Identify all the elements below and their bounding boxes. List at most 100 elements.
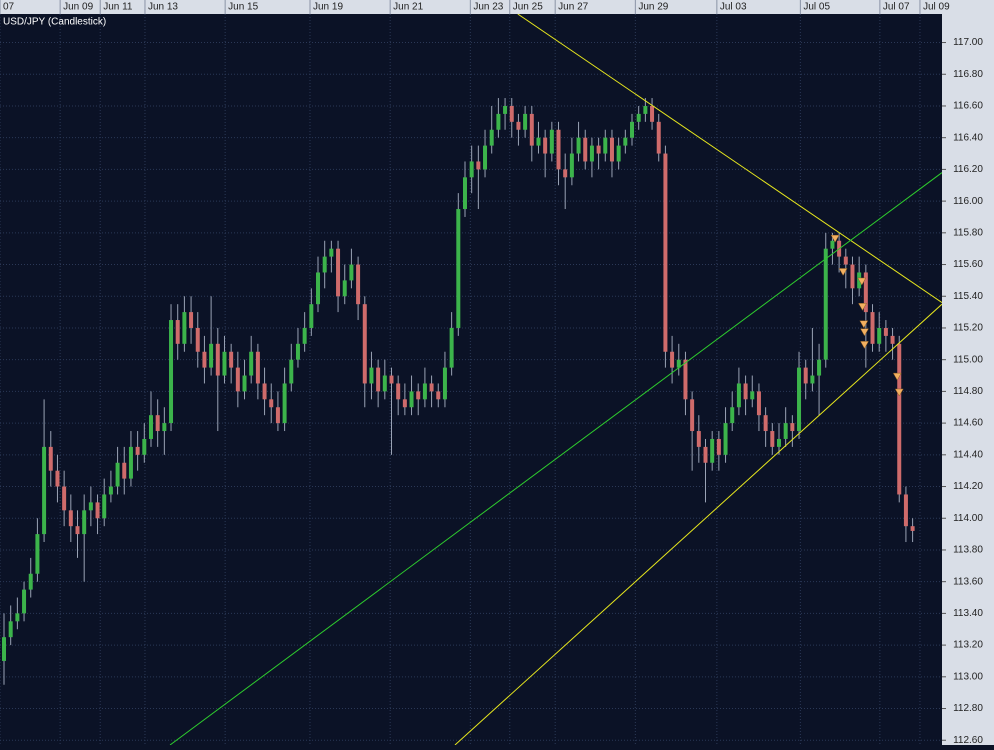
candle-body (783, 423, 788, 439)
candle-body (255, 351, 260, 384)
time-axis-bar (0, 0, 994, 14)
candle-body (409, 391, 414, 408)
candle-body (549, 129, 554, 154)
x-tick-label: Jun 15 (228, 2, 258, 13)
candle-body (730, 407, 735, 424)
y-tick-label: 113.40 (953, 608, 983, 619)
candle-body (342, 280, 347, 297)
candle-body (62, 486, 67, 511)
candle-body (289, 359, 294, 384)
x-tick-label: 07 (3, 2, 15, 13)
sell-signal (838, 268, 848, 276)
candle-body (322, 256, 327, 273)
y-tick-label: 114.00 (953, 513, 983, 524)
candle-body (723, 423, 728, 455)
y-tick-label: 116.20 (953, 164, 983, 175)
candle-body (536, 137, 541, 146)
candle-body (209, 343, 214, 368)
candle-body (690, 399, 695, 432)
candle-body (275, 407, 280, 424)
candle-body (456, 209, 461, 328)
candle-body (650, 105, 655, 122)
candle-body (603, 137, 608, 154)
candle-body (169, 320, 174, 424)
candle-body (910, 526, 915, 531)
candle-body (489, 129, 494, 146)
y-tick-label: 116.80 (953, 69, 983, 80)
candle-body (683, 359, 688, 400)
candle-body (42, 446, 47, 535)
candle-body (349, 264, 354, 281)
candle-body (462, 177, 467, 210)
candle-body (75, 526, 80, 535)
sell-signal (857, 277, 867, 286)
x-tick-label: Jul 05 (803, 2, 830, 13)
y-tick-label: 115.60 (953, 259, 983, 270)
candle-body (850, 264, 855, 289)
candle-body (483, 145, 488, 170)
candle-body (877, 327, 882, 344)
candle-body (215, 343, 220, 376)
candle-body (22, 589, 27, 614)
candle-body (195, 327, 200, 352)
candle-body (362, 304, 367, 384)
candle-body (8, 621, 13, 638)
x-tick-label: Jul 03 (720, 2, 747, 13)
x-tick-label: Jun 09 (63, 2, 93, 13)
candle-body (316, 272, 321, 305)
candle-body (442, 367, 447, 400)
candle-body (529, 113, 534, 146)
candle-body (68, 510, 73, 527)
candle-body (790, 423, 795, 432)
candle-body (583, 137, 588, 162)
x-tick-label: Jun 23 (473, 2, 503, 13)
x-tick-label: Jul 07 (883, 2, 910, 13)
candle-body (883, 327, 888, 336)
candle-body (696, 431, 701, 447)
candle-body (28, 573, 33, 590)
candle-body (903, 494, 908, 527)
candle-body (189, 312, 194, 328)
candle-body (636, 113, 641, 122)
trend-line (454, 303, 942, 745)
candle-body (155, 415, 160, 432)
candle-body (823, 248, 828, 360)
sell-signal (892, 372, 902, 381)
sell-signal (860, 328, 869, 337)
candle-body (402, 399, 407, 408)
candle-body (736, 383, 741, 408)
candle-body (609, 137, 614, 162)
candle-body (516, 121, 521, 130)
candle-body (175, 320, 180, 344)
trend-line (517, 14, 942, 304)
candle-body (890, 335, 895, 344)
y-tick-label: 116.60 (953, 101, 983, 112)
candle-body (543, 137, 548, 154)
candle-body (108, 486, 113, 495)
candle-body (556, 129, 561, 170)
trend-line (169, 172, 942, 745)
x-tick-label: Jun 21 (393, 2, 423, 13)
candle-body (95, 502, 100, 519)
candle-body (776, 438, 781, 447)
plot-area (2, 14, 942, 745)
candle-body (803, 367, 808, 384)
y-tick-label: 114.40 (953, 449, 983, 460)
candle-body (302, 327, 307, 344)
candle-body (663, 153, 668, 352)
candle-body (476, 161, 481, 170)
candle-body (55, 470, 60, 487)
candle-body (630, 121, 635, 138)
candle-body (162, 423, 167, 432)
candle-body (122, 462, 127, 479)
candle-body (369, 367, 374, 384)
candle-body (15, 613, 20, 622)
candle-body (503, 105, 508, 114)
candle-body (356, 264, 361, 305)
chart-title: USD/JPY (Candlestick) (3, 17, 106, 28)
y-tick-label: 114.20 (953, 481, 983, 492)
candle-body (282, 383, 287, 424)
y-tick-label: 113.00 (953, 671, 983, 682)
candle-body (710, 438, 715, 463)
